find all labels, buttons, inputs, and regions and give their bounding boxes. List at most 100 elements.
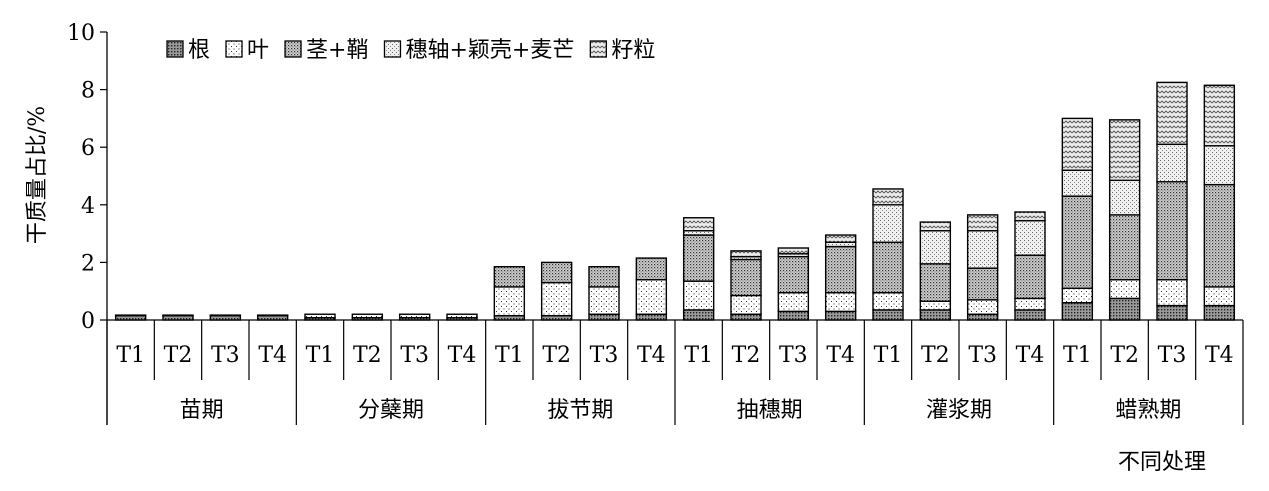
bar-segment-3 [493, 266, 526, 288]
x-axis-categories: T1 T2 T3 T4 T1 T2 T3 T4 T1 T2 T3 T4 T1 T2 T3 T4 T1 T2 T3 T4… [106, 320, 1244, 425]
bar-segment-2 [824, 291, 857, 313]
bar-segment-1 [1108, 297, 1141, 321]
y-tick-label: 2 [81, 251, 95, 276]
bar-segment-2 [1108, 278, 1141, 300]
bar-segment-1 [635, 313, 668, 321]
bar-segment-2 [777, 291, 810, 313]
bar-segment-2 [966, 299, 999, 315]
x-axis-title: 不同处理 [1118, 450, 1206, 475]
bar-segment-2 [1203, 286, 1236, 307]
legend-swatch [225, 40, 243, 58]
bar-segment-1 [777, 310, 810, 321]
bar-segment-5 [1108, 119, 1141, 182]
bar-segment-5 [1156, 81, 1188, 146]
bar-segment-5 [1203, 84, 1236, 147]
bar-segment-2 [446, 313, 478, 319]
bar-segment-3 [1061, 195, 1094, 290]
x-category-label: T2 [921, 343, 950, 368]
bar-segment-3 [1156, 181, 1188, 281]
x-category-label: T3 [211, 343, 240, 368]
x-category-label: T2 [1110, 343, 1139, 368]
bar-segment-2 [162, 314, 194, 317]
bars [114, 81, 1236, 321]
bar-segment-4 [966, 230, 999, 269]
y-tick-label: 0 [81, 309, 95, 334]
bar-segment-1 [730, 313, 762, 321]
bar-segment-5 [824, 234, 857, 243]
legend-label: 籽粒 [611, 38, 655, 63]
bar-segment-2 [1061, 287, 1094, 304]
bar-segment-2 [635, 278, 668, 315]
bar-segment-3 [824, 245, 857, 294]
y-axis-ticks: 0 2 4 6 8 10 [67, 21, 107, 334]
legend-swatch [589, 40, 607, 58]
bar-segment-4 [1014, 219, 1046, 256]
legend-swatch [383, 40, 402, 58]
bar-segment-2 [1156, 278, 1188, 307]
x-group-label: 苗期 [180, 398, 224, 423]
bar-segment-5 [682, 217, 715, 232]
bar-segment-2 [114, 314, 147, 317]
x-category-label: T4 [1016, 343, 1045, 368]
bar-segment-1 [1061, 302, 1094, 321]
bar-segment-2 [540, 281, 573, 317]
x-category-label: T4 [826, 343, 855, 368]
x-category-label: T4 [448, 343, 477, 368]
x-category-label: T2 [164, 343, 193, 368]
x-category-label: T4 [258, 343, 287, 368]
bar-segment-5 [872, 188, 904, 206]
legend-swatch [284, 40, 302, 58]
bar-segment-2 [682, 280, 715, 311]
y-tick-label: 6 [81, 136, 95, 161]
legend-swatch [166, 40, 184, 58]
x-category-label: T1 [116, 343, 145, 368]
bar-segment-3 [682, 234, 715, 282]
bar-segment-3 [1108, 214, 1141, 281]
x-category-label: T3 [779, 343, 808, 368]
bar-segment-3 [730, 258, 762, 297]
bar-segment-2 [351, 313, 384, 319]
legend-label: 穗轴+颖壳+麦芒 [405, 38, 574, 63]
bar-segment-3 [919, 263, 952, 302]
bar-segment-2 [919, 300, 952, 311]
bar-segment-5 [777, 247, 810, 255]
bar-segment-1 [872, 309, 904, 321]
x-group-label: 灌浆期 [926, 398, 992, 423]
bar-segment-3 [635, 257, 668, 281]
x-group-label: 蜡熟期 [1115, 398, 1181, 423]
bar-segment-4 [1061, 169, 1094, 197]
bar-segment-4 [872, 204, 904, 243]
bar-segment-2 [209, 314, 242, 317]
bar-segment-3 [1203, 183, 1236, 288]
x-category-label: T2 [732, 343, 761, 368]
y-tick-label: 8 [81, 79, 95, 104]
bar-segment-2 [872, 291, 904, 311]
bar-segment-5 [1061, 117, 1094, 171]
x-category-label: T4 [1205, 343, 1234, 368]
legend: 根 叶 茎+鞘 穗轴+颖壳+麦芒 籽粒 [166, 38, 655, 63]
bar-segment-2 [256, 314, 289, 317]
legend-label: 茎+鞘 [306, 38, 368, 63]
y-tick-label: 4 [81, 194, 95, 219]
bar-segment-4 [1156, 143, 1188, 183]
bar-segment-5 [919, 221, 952, 232]
x-category-label: T2 [353, 343, 382, 368]
x-group-label: 抽穗期 [737, 398, 803, 423]
bar-segment-3 [872, 241, 904, 294]
x-category-label: T1 [1063, 343, 1092, 368]
bar-segment-2 [304, 313, 336, 319]
bar-segment-2 [588, 286, 620, 315]
bar-segment-2 [493, 286, 526, 317]
x-category-label: T1 [306, 343, 335, 368]
x-group-label: 分蘖期 [358, 398, 424, 423]
x-category-label: T2 [542, 343, 571, 368]
x-category-label: T3 [590, 343, 619, 368]
bar-segment-1 [824, 310, 857, 321]
bar-segment-4 [1203, 145, 1236, 186]
bar-segment-5 [730, 250, 762, 258]
x-category-label: T3 [400, 343, 429, 368]
y-axis-title: 干质量占比/% [25, 106, 50, 244]
bar-segment-3 [588, 266, 620, 288]
bar-segment-1 [682, 309, 715, 321]
bar-segment-5 [966, 214, 999, 232]
